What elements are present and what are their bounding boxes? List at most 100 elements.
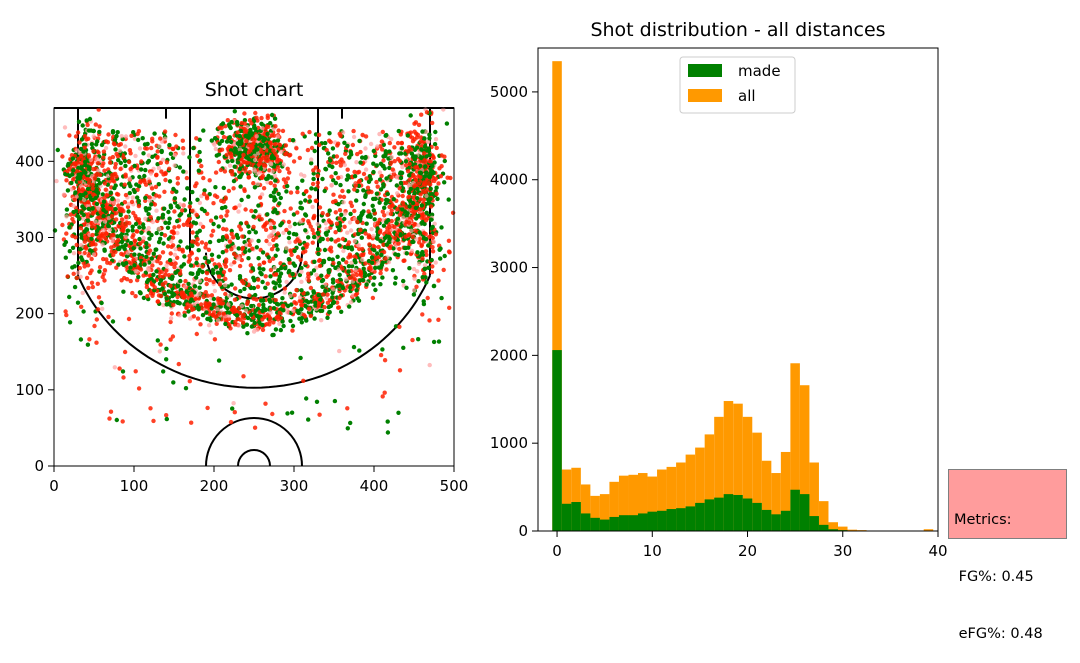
shot-point-missed [158, 136, 162, 140]
shot-point-made [121, 369, 125, 373]
shot-point-made [437, 248, 441, 252]
shot-point-miss-faint [252, 167, 256, 171]
shot-point-missed [411, 173, 415, 177]
shot-point-made [220, 238, 224, 242]
shot-point-made [420, 250, 424, 254]
shot-point-miss-faint [120, 134, 124, 138]
shot-point-missed [269, 181, 273, 185]
shot-point-missed [312, 215, 316, 219]
shot-point-made [375, 226, 379, 230]
bar-made [552, 350, 562, 531]
shot-point-missed [335, 154, 339, 158]
shot-point-miss-faint [100, 242, 104, 246]
shot-point-made [373, 217, 377, 221]
shot-point-made [229, 140, 233, 144]
shot-point-missed [114, 217, 118, 221]
shot-point-missed [247, 150, 251, 154]
shot-point-made [129, 241, 133, 245]
shot-point-missed [269, 226, 273, 230]
shot-point-made [422, 136, 426, 140]
shot-point-missed [439, 174, 443, 178]
shot-point-missed [155, 155, 159, 159]
shot-point-missed [137, 386, 141, 390]
shot-point-miss-faint [360, 258, 364, 262]
shot-point-made [191, 220, 195, 224]
shot-point-miss-faint [279, 150, 283, 154]
shot-point-missed [357, 179, 361, 183]
shot-point-missed [333, 199, 337, 203]
shot-point-made [308, 199, 312, 203]
shot-point-missed [292, 293, 296, 297]
bar-made [819, 525, 829, 531]
shot-point-missed [415, 202, 419, 206]
shot-point-made [144, 206, 148, 210]
shot-point-missed [129, 134, 133, 138]
shot-point-missed [430, 270, 434, 274]
shot-point-made [160, 286, 164, 290]
shot-point-missed [259, 175, 263, 179]
shot-point-made [187, 155, 191, 159]
shot-point-made [250, 324, 254, 328]
shot-point-made [190, 190, 194, 194]
shot-point-missed [131, 233, 135, 237]
shot-point-missed [69, 212, 73, 216]
shot-point-missed [227, 189, 231, 193]
shot-point-missed [275, 160, 279, 164]
shot-point-made [304, 396, 308, 400]
shot-point-missed [154, 185, 158, 189]
shot-point-made [239, 198, 243, 202]
shot-point-missed [91, 149, 95, 153]
shot-point-miss-faint [183, 285, 187, 289]
shot-point-made [437, 339, 441, 343]
shot-point-miss-faint [319, 318, 323, 322]
shot-point-made [254, 309, 258, 313]
shot-point-made [138, 290, 142, 294]
shot-point-missed [286, 176, 290, 180]
shot-point-made [73, 190, 77, 194]
center-circle-outer [206, 418, 302, 466]
shot-point-missed [110, 173, 114, 177]
shot-point-missed [118, 167, 122, 171]
shot-point-missed [237, 224, 241, 228]
shot-point-missed [331, 261, 335, 265]
shot-point-made [76, 301, 80, 305]
shot-point-made [251, 214, 255, 218]
shot-point-miss-faint [371, 234, 375, 238]
shot-point-made [268, 274, 272, 278]
shot-point-missed [439, 164, 443, 168]
bar-made [619, 515, 629, 531]
shot-point-missed [298, 156, 302, 160]
shot-point-made [70, 172, 74, 176]
shot-point-miss-faint [352, 135, 356, 139]
shot-point-made [124, 261, 128, 265]
shot-point-missed [306, 275, 310, 279]
bar-made [667, 509, 677, 531]
shot-point-missed [296, 255, 300, 259]
shot-point-made [428, 197, 432, 201]
shot-point-made [226, 159, 230, 163]
shot-point-missed [410, 338, 414, 342]
shot-point-missed [171, 303, 175, 307]
shot-point-made [137, 237, 141, 241]
shot-point-made [226, 244, 230, 248]
shot-point-made [64, 256, 68, 260]
shot-point-miss-faint [123, 144, 127, 148]
shot-point-made [113, 147, 117, 151]
shot-point-made [187, 214, 191, 218]
shot-point-miss-faint [412, 277, 416, 281]
shot-point-made [320, 177, 324, 181]
shot-point-miss-faint [249, 238, 253, 242]
shot-point-missed [171, 334, 175, 338]
shot-point-missed [325, 292, 329, 296]
shot-point-missed [131, 258, 135, 262]
shot-point-missed [150, 263, 154, 267]
shot-point-made [279, 328, 283, 332]
shot-point-missed [354, 183, 358, 187]
shot-point-missed [307, 130, 311, 134]
shot-point-missed [117, 366, 121, 370]
shot-point-missed [95, 317, 99, 321]
shot-point-missed [283, 286, 287, 290]
shot-point-missed [366, 186, 370, 190]
shot-point-missed [388, 246, 392, 250]
shot-point-made [280, 296, 284, 300]
